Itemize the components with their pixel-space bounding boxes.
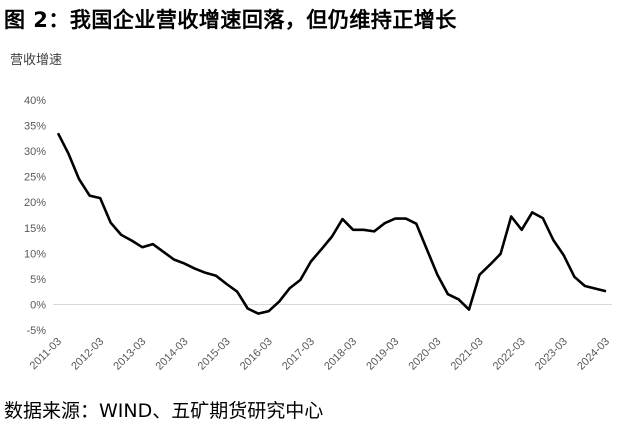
y-tick-label: 35% bbox=[24, 121, 46, 133]
y-tick-label: 0% bbox=[30, 299, 46, 311]
x-tick-label: 2023-03 bbox=[533, 336, 570, 373]
x-tick-label: 2014-03 bbox=[154, 336, 191, 373]
chart-title: 图 2：我国企业营收增速回落，但仍维持正增长 bbox=[4, 8, 457, 32]
y-tick-label: 40% bbox=[24, 95, 46, 107]
y-tick-label: 25% bbox=[24, 172, 46, 184]
y-tick-label: 20% bbox=[24, 197, 46, 209]
x-tick-label: 2019-03 bbox=[364, 336, 401, 373]
y-axis-label: 营收增速 bbox=[10, 53, 63, 68]
data-source: 数据来源：WIND、五矿期货研究中心 bbox=[4, 400, 324, 422]
x-tick-label: 2013-03 bbox=[111, 336, 148, 373]
line-chart: 40% 35% 30% 25% 20% 15% 10% 5% 0% -5%2011-03 2012-… bbox=[24, 95, 612, 373]
y-tick-label: -5% bbox=[26, 325, 46, 337]
x-tick-label: 2016-03 bbox=[238, 336, 275, 373]
x-tick-label: 2015-03 bbox=[196, 336, 233, 373]
x-tick-label: 2021-03 bbox=[449, 336, 486, 373]
y-tick-label: 30% bbox=[24, 146, 46, 158]
x-tick-label: 2018-03 bbox=[322, 336, 359, 373]
y-tick-label: 15% bbox=[24, 223, 46, 235]
x-tick-label: 2022-03 bbox=[491, 336, 528, 373]
y-tick-label: 10% bbox=[24, 248, 46, 260]
x-tick-label: 2024-03 bbox=[575, 336, 612, 373]
x-tick-label: 2012-03 bbox=[69, 336, 106, 373]
y-tick-label: 5% bbox=[30, 274, 46, 286]
series-line bbox=[56, 132, 607, 315]
x-tick-label: 2011-03 bbox=[28, 336, 64, 372]
x-tick-label: 2020-03 bbox=[406, 336, 443, 373]
x-tick-label: 2017-03 bbox=[280, 336, 317, 373]
